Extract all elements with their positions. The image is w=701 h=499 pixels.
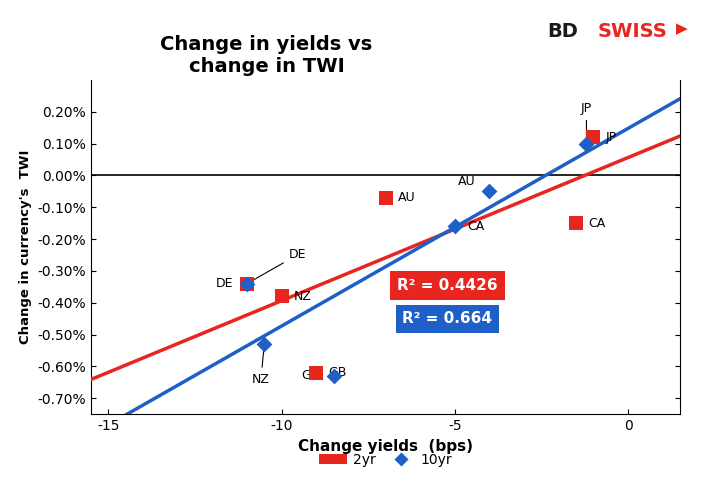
Point [484,187,495,195]
Text: JP: JP [581,102,592,141]
Point [241,279,252,287]
X-axis label: Change yields  (bps): Change yields (bps) [298,439,473,454]
Point [587,133,599,141]
Text: CA: CA [588,217,606,230]
Text: NZ: NZ [252,347,270,386]
Point [581,140,592,148]
Text: ▶: ▶ [676,21,688,36]
Text: GB: GB [301,369,320,382]
Point [449,223,461,231]
Point [241,279,252,287]
Point [380,194,391,202]
Text: AU: AU [458,175,475,188]
Text: GB: GB [328,366,347,379]
Point [311,369,322,377]
Text: CA: CA [467,220,484,233]
Text: DE: DE [250,249,306,282]
Text: JP: JP [606,131,617,144]
Point [328,372,339,380]
Point [276,292,287,300]
Text: R² = 0.664: R² = 0.664 [402,311,492,326]
Y-axis label: Change in currency's  TWI: Change in currency's TWI [19,150,32,344]
Text: NZ: NZ [294,290,312,303]
Point [259,340,270,348]
Text: Change in yields vs
change in TWI: Change in yields vs change in TWI [161,35,372,76]
Text: AU: AU [397,191,415,204]
Text: R² = 0.4426: R² = 0.4426 [397,278,498,293]
Point [571,219,582,227]
Text: DE: DE [216,277,233,290]
Text: BD: BD [547,22,578,41]
Legend: 2yr, 10yr: 2yr, 10yr [314,447,457,473]
Text: SWISS: SWISS [597,22,667,41]
